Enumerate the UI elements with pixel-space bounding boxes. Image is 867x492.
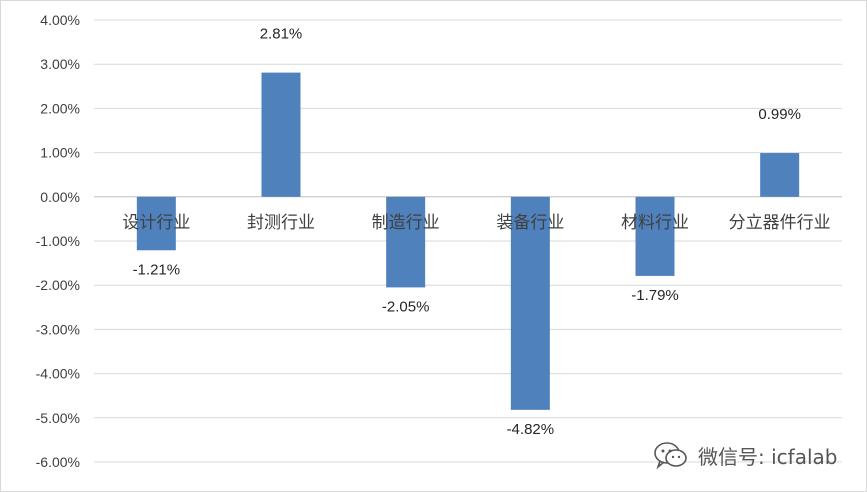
y-tick-label: -3.00% bbox=[36, 321, 80, 337]
y-axis-ticks: 4.00% 3.00% 2.00% 1.00% 0.00% -1.00% -2.00% -3.… bbox=[36, 12, 80, 470]
bar bbox=[261, 72, 301, 197]
y-tick-label: -6.00% bbox=[36, 454, 80, 470]
watermark: 微信号: icfalab bbox=[652, 440, 837, 470]
category-label: 封测行业 bbox=[247, 213, 315, 233]
data-label: -4.82% bbox=[507, 421, 555, 438]
data-label: -1.21% bbox=[133, 261, 181, 278]
y-tick-label: 0.00% bbox=[40, 189, 80, 205]
data-label: 2.81% bbox=[260, 26, 303, 43]
y-tick-label: -5.00% bbox=[36, 410, 80, 426]
y-tick-label: 2.00% bbox=[40, 100, 80, 116]
wechat-icon bbox=[654, 442, 687, 470]
data-labels: -1.21% 2.81% -2.05% -4.82% -1.79% 0.99% bbox=[133, 26, 801, 438]
y-tick-label: -2.00% bbox=[36, 277, 80, 293]
bar bbox=[136, 196, 176, 251]
data-label: -2.05% bbox=[382, 298, 430, 315]
category-labels: 设计行业 封测行业 制造行业 装备行业 材料行业 分立器件行业 bbox=[122, 213, 830, 233]
watermark-text: 微信号: icfalab bbox=[698, 444, 838, 469]
bar bbox=[386, 196, 426, 288]
bar bbox=[635, 196, 675, 276]
category-label: 材料行业 bbox=[621, 213, 689, 233]
category-label: 制造行业 bbox=[372, 213, 440, 233]
y-tick-label: -4.00% bbox=[36, 366, 80, 382]
category-label: 分立器件行业 bbox=[729, 213, 831, 233]
gridlines bbox=[94, 19, 842, 463]
bars bbox=[136, 72, 800, 410]
y-tick-label: 4.00% bbox=[40, 12, 80, 28]
data-label: 0.99% bbox=[758, 106, 801, 123]
y-tick-label: 1.00% bbox=[40, 145, 80, 161]
category-label: 装备行业 bbox=[496, 213, 564, 233]
bar bbox=[510, 196, 550, 410]
data-label: -1.79% bbox=[631, 287, 679, 304]
y-tick-label: -1.00% bbox=[36, 233, 80, 249]
y-tick-label: 3.00% bbox=[40, 56, 80, 72]
bar bbox=[760, 153, 800, 197]
category-label: 设计行业 bbox=[122, 213, 190, 233]
